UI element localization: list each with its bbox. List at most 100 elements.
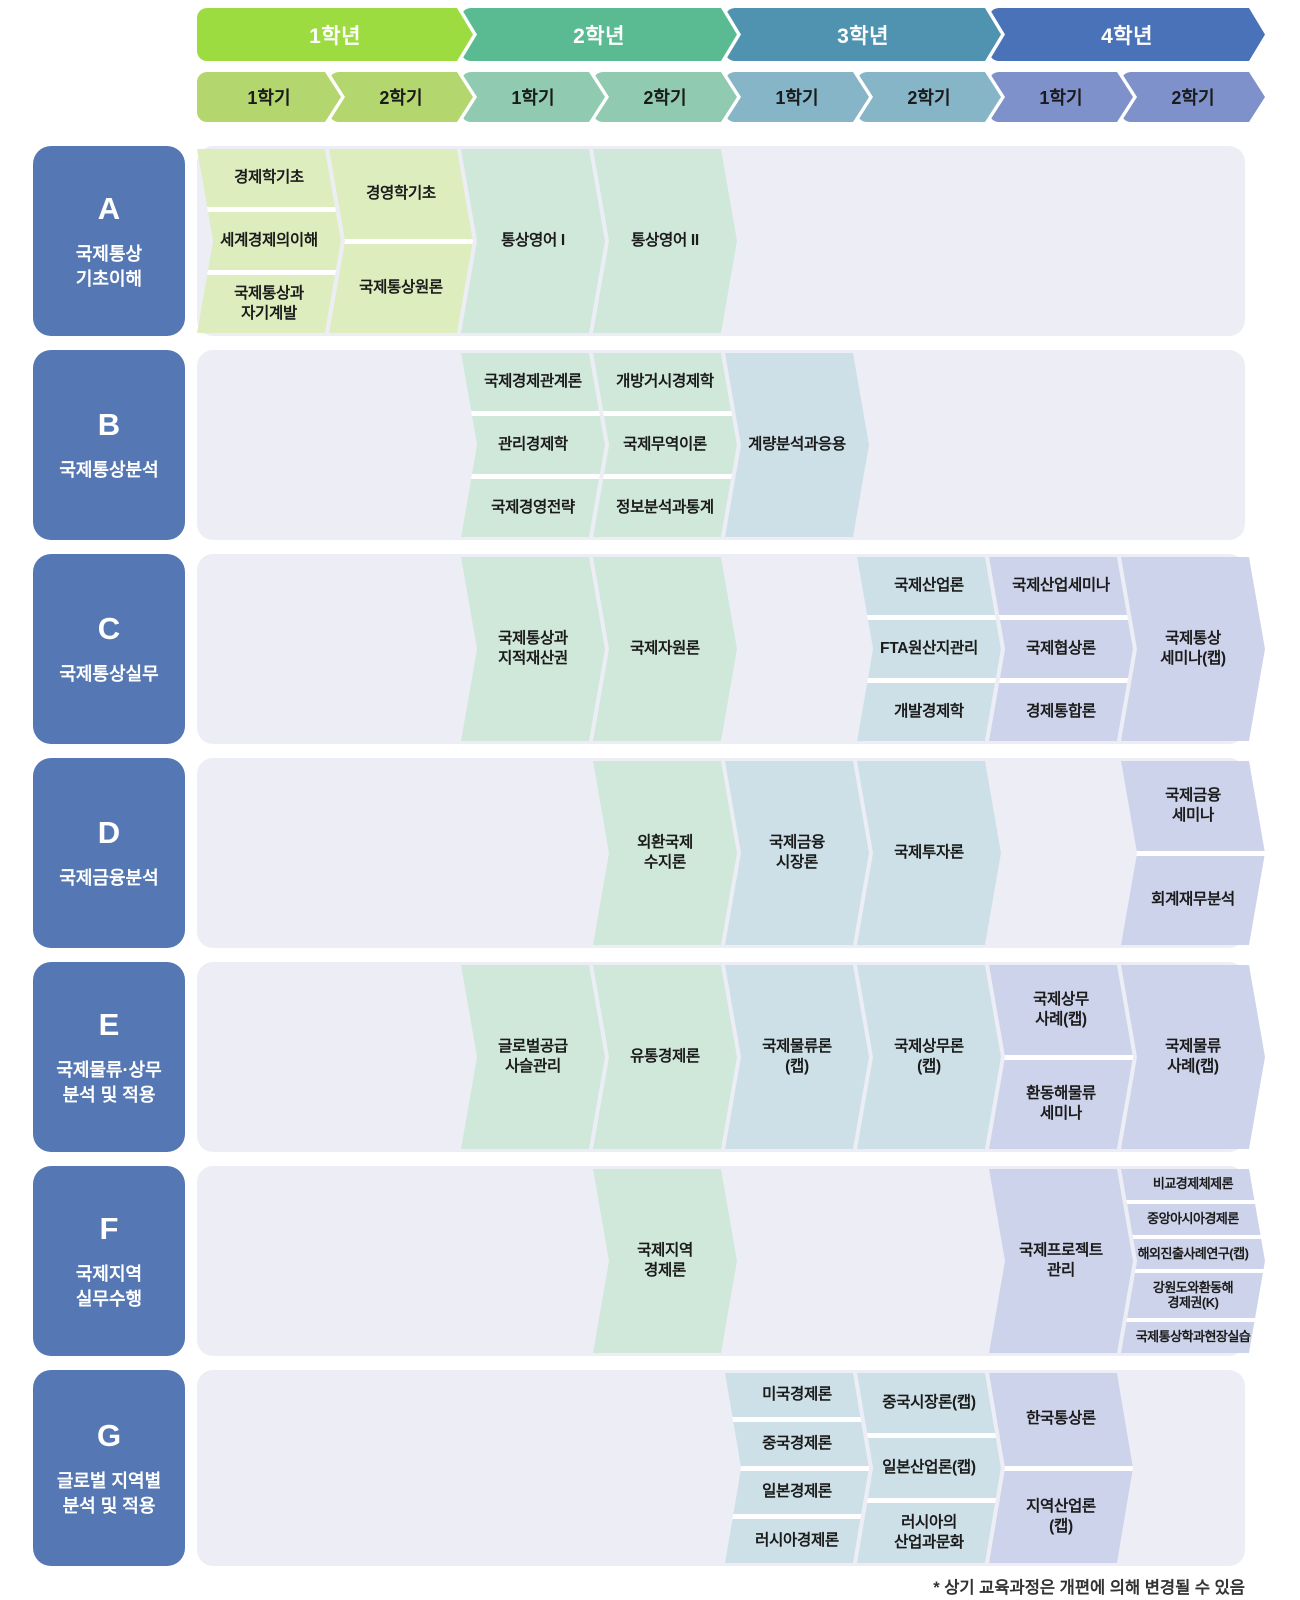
track-e-label: E 국제물류·상무 분석 및 적용 — [33, 962, 185, 1152]
course: 국제자원론 — [593, 557, 737, 741]
course: 계량분석과응용 — [725, 353, 869, 537]
year-label: 3학년 — [837, 24, 889, 48]
row-e-col-y3s2: 국제상무론 (캡) — [857, 965, 1001, 1149]
track-title: 국제통상 기초이해 — [75, 244, 143, 289]
track-b-label: B 국제통상분석 — [33, 350, 185, 540]
course: 통상영어 I — [461, 149, 605, 333]
row-d-col-y4s2: 국제금융 세미나 회계재무분석 — [1121, 761, 1265, 945]
course: FTA원산지관리 — [857, 620, 1001, 678]
course: 환동해물류 세미나 — [989, 1060, 1133, 1150]
track-title: 국제통상분석 — [59, 460, 159, 481]
year-band-1: 1학년 — [197, 8, 473, 61]
course: 국제금융 세미나 — [1121, 761, 1265, 851]
course: 해외진출사례연구(캡) — [1121, 1239, 1265, 1270]
course: 국제통상원론 — [329, 244, 473, 334]
track-title: 국제물류·상무 분석 및 적용 — [56, 1060, 162, 1105]
semester-band-y4s2: 2학기 — [1121, 72, 1265, 122]
track-d-label: D 국제금융분석 — [33, 758, 185, 948]
course: 국제통상과 지적재산권 — [461, 557, 605, 741]
semester-label: 2학기 — [379, 88, 423, 108]
course: 국제투자론 — [857, 761, 1001, 945]
year-band-2: 2학년 — [461, 8, 737, 61]
course: 정보분석과통계 — [593, 479, 737, 537]
row-g-col-y3s2: 중국시장론(캡) 일본산업론(캡) 러시아의 산업과문화 — [857, 1373, 1001, 1563]
track-a-band: 경제학기초 세계경제의이해 국제통상과 자기계발 경영학기초 국제통상원론 통상… — [197, 146, 1245, 336]
track-row-d: 외환국제 수지론 국제금융 시장론 국제투자론 국제금융 세미나 회계재무분석 … — [0, 758, 1300, 948]
track-title: 국제지역 실무수행 — [75, 1264, 143, 1309]
semester-label: 1학기 — [247, 88, 291, 108]
track-a-label: A 국제통상 기초이해 — [33, 146, 185, 336]
track-letter: D — [97, 815, 121, 851]
semester-label: 1학기 — [511, 88, 555, 108]
row-b-col-y2s2: 개방거시경제학 국제무역이론 정보분석과통계 — [593, 353, 737, 537]
course: 글로벌공급 사슬관리 — [461, 965, 605, 1149]
track-row-f: 국제지역 경제론 국제프로젝트 관리 비교경제체제론 중앙아시아경제론 해외진출… — [0, 1166, 1300, 1356]
course: 러시아의 산업과문화 — [857, 1503, 1001, 1563]
course: 국제통상학과현장실습 — [1121, 1322, 1265, 1353]
semester-label: 1학기 — [1039, 88, 1083, 108]
track-b-band: 국제경제관계론 관리경제학 국제경영전략 개방거시경제학 국제무역이론 정보분석… — [197, 350, 1245, 540]
year-label: 1학년 — [309, 24, 361, 48]
course: 경영학기초 — [329, 149, 473, 239]
course: 지역산업론 (캡) — [989, 1471, 1133, 1564]
course: 국제지역 경제론 — [593, 1169, 737, 1353]
row-c-col-y2s2: 국제자원론 — [593, 557, 737, 741]
semester-label: 1학기 — [775, 88, 819, 108]
semester-band-y1s2: 2학기 — [329, 72, 473, 122]
track-letter: F — [99, 1211, 119, 1247]
semester-band-y3s1: 1학기 — [725, 72, 869, 122]
row-c-col-y2s1: 국제통상과 지적재산권 — [461, 557, 605, 741]
course: 미국경제론 — [725, 1373, 869, 1417]
course: 국제무역이론 — [593, 416, 737, 474]
course: 중국경제론 — [725, 1422, 869, 1466]
row-f-col-y4s2: 비교경제체제론 중앙아시아경제론 해외진출사례연구(캡) 강원도와환동해 경제권… — [1121, 1169, 1265, 1353]
course: 국제경제관계론 — [461, 353, 605, 411]
track-f-band: 국제지역 경제론 국제프로젝트 관리 비교경제체제론 중앙아시아경제론 해외진출… — [197, 1166, 1245, 1356]
row-g-col-y3s1: 미국경제론 중국경제론 일본경제론 러시아경제론 — [725, 1373, 869, 1563]
row-f-col-y4s1: 국제프로젝트 관리 — [989, 1169, 1133, 1353]
track-letter: C — [97, 611, 121, 647]
course: 일본산업론(캡) — [857, 1438, 1001, 1498]
row-d-col-y2s2: 외환국제 수지론 — [593, 761, 737, 945]
course: 일본경제론 — [725, 1471, 869, 1515]
footnote: * 상기 교육과정은 개편에 의해 변경될 수 있음 — [933, 1579, 1245, 1597]
row-c-col-y4s2: 국제통상 세미나(캡) — [1121, 557, 1265, 741]
row-e-col-y3s1: 국제물류론 (캡) — [725, 965, 869, 1149]
track-row-a: 경제학기초 세계경제의이해 국제통상과 자기계발 경영학기초 국제통상원론 통상… — [0, 146, 1300, 336]
course: 강원도와환동해 경제권(K) — [1121, 1273, 1265, 1318]
track-letter: A — [97, 191, 121, 227]
track-row-e: 글로벌공급 사슬관리 유통경제론 국제물류론 (캡) 국제상무론 (캡) 국제상… — [0, 962, 1300, 1152]
course: 개방거시경제학 — [593, 353, 737, 411]
course: 국제경영전략 — [461, 479, 605, 537]
course: 통상영어 II — [593, 149, 737, 333]
course: 회계재무분석 — [1121, 856, 1265, 946]
course: 국제금융 시장론 — [725, 761, 869, 945]
semester-band-y1s1: 1학기 — [197, 72, 341, 122]
track-letter: B — [97, 407, 121, 443]
course: 비교경제체제론 — [1121, 1169, 1265, 1200]
course: 유통경제론 — [593, 965, 737, 1149]
track-title: 글로벌 지역별 분석 및 적용 — [56, 1471, 162, 1516]
row-d-col-y3s1: 국제금융 시장론 — [725, 761, 869, 945]
track-d-band: 외환국제 수지론 국제금융 시장론 국제투자론 국제금융 세미나 회계재무분석 — [197, 758, 1245, 948]
track-f-label: F 국제지역 실무수행 — [33, 1166, 185, 1356]
row-a-col-y2s1: 통상영어 I — [461, 149, 605, 333]
course: 국제협상론 — [989, 620, 1133, 678]
year-label: 4학년 — [1101, 24, 1153, 48]
semester-band-y3s2: 2학기 — [857, 72, 1001, 122]
row-a-col-y1s1: 경제학기초 세계경제의이해 국제통상과 자기계발 — [197, 149, 341, 333]
course: 중앙아시아경제론 — [1121, 1204, 1265, 1235]
track-g-label: G 글로벌 지역별 분석 및 적용 — [33, 1370, 185, 1566]
semester-band-y2s2: 2학기 — [593, 72, 737, 122]
row-b-col-y3s1: 계량분석과응용 — [725, 353, 869, 537]
year-band-3: 3학년 — [725, 8, 1001, 61]
track-g-band: 미국경제론 중국경제론 일본경제론 러시아경제론 중국시장론(캡) 일본산업론(… — [197, 1370, 1245, 1566]
track-e-band: 글로벌공급 사슬관리 유통경제론 국제물류론 (캡) 국제상무론 (캡) 국제상… — [197, 962, 1245, 1152]
track-title: 국제금융분석 — [59, 868, 159, 889]
row-c-col-y4s1: 국제산업세미나 국제협상론 경제통합론 — [989, 557, 1133, 741]
course: 국제프로젝트 관리 — [989, 1169, 1133, 1353]
track-letter: E — [98, 1007, 120, 1043]
semester-band-y2s1: 1학기 — [461, 72, 605, 122]
semester-band-y4s1: 1학기 — [989, 72, 1133, 122]
